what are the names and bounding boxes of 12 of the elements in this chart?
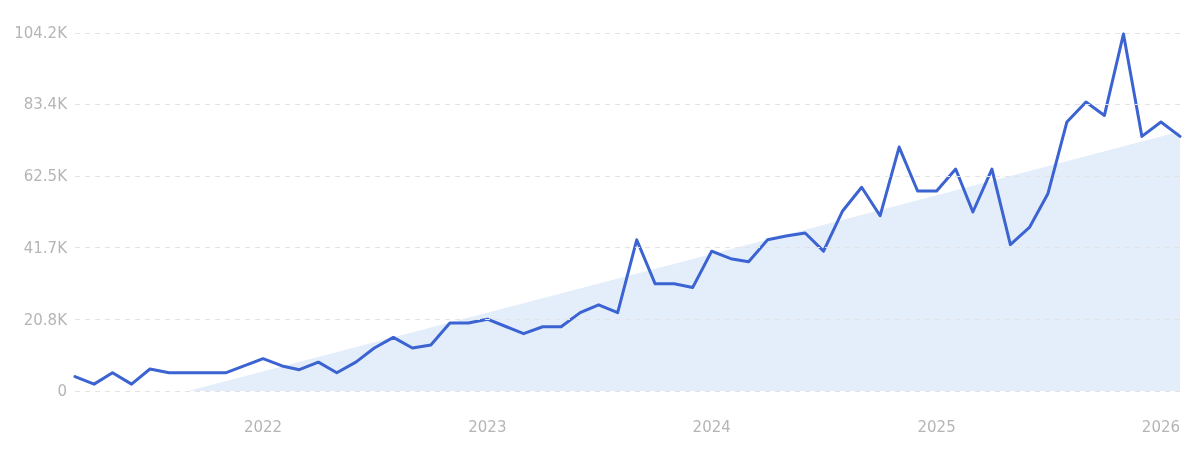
x-tick-label: 2024 xyxy=(692,417,731,436)
y-tick-label: 41.7K xyxy=(23,238,69,257)
y-tick-label: 62.5K xyxy=(23,167,69,186)
x-tick-label: 2023 xyxy=(468,417,507,436)
x-tick-label: 2025 xyxy=(917,417,956,436)
y-tick-label: 0 xyxy=(57,382,67,400)
x-tick-label: 2026 xyxy=(1141,417,1181,436)
y-tick-label: 20.8K xyxy=(23,310,69,329)
y-tick-label: 104.2K xyxy=(14,24,69,42)
x-tick-label: 2022 xyxy=(243,417,283,436)
y-tick-label: 83.4K xyxy=(23,95,69,114)
line-series xyxy=(73,32,1182,386)
